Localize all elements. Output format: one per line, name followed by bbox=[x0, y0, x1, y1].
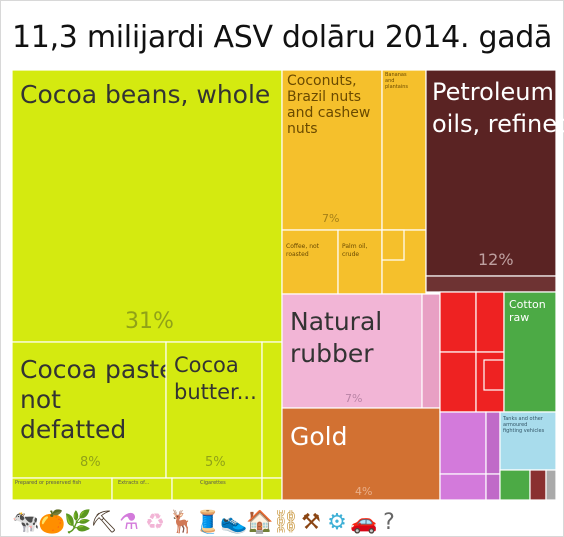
tile-label-palm-oil: Palm oil, crude bbox=[342, 243, 367, 258]
tile-machinery-e bbox=[483, 359, 505, 391]
misc-icon[interactable]: ? bbox=[383, 509, 395, 535]
tile-cocoa-paste bbox=[11, 341, 167, 479]
transport-icon[interactable]: ⚙ bbox=[327, 509, 347, 535]
footwear-icon[interactable]: 👟 bbox=[220, 509, 248, 535]
tile-label-cocoa-paste: Cocoa paste not defatted bbox=[20, 355, 174, 444]
tile-gold bbox=[281, 407, 441, 501]
tile-cocoa-small-b bbox=[261, 477, 283, 501]
mineral-icon[interactable]: ⛏ bbox=[90, 509, 118, 535]
tile-label-coffee: Coffee, not roasted bbox=[286, 243, 320, 258]
metal-icon[interactable]: ⛓ bbox=[272, 509, 300, 535]
tile-palm-oil bbox=[337, 229, 383, 295]
fruit-icon[interactable]: 🍊 bbox=[38, 509, 66, 535]
tile-chemicals-d bbox=[485, 473, 501, 501]
tile-label-natural-rubber: Natural rubber bbox=[290, 307, 382, 368]
tile-value-coconuts: 7% bbox=[322, 212, 339, 225]
machinery-icon[interactable]: ⚒ bbox=[301, 509, 321, 535]
tile-value-cocoa-beans: 31% bbox=[125, 309, 174, 334]
chart-title: 11,3 milijardi ASV dolāru 2014. gadā bbox=[12, 20, 553, 55]
tile-cocoa-small-a bbox=[261, 341, 283, 479]
chemical-icon[interactable]: ⚗ bbox=[119, 509, 139, 535]
tile-bananas bbox=[381, 69, 427, 231]
tile-value-petroleum: 12% bbox=[478, 250, 514, 269]
animal-icon[interactable]: 🐄 bbox=[12, 509, 40, 535]
tile-label-extracts: Extracts of... bbox=[118, 480, 150, 486]
tile-cotton-raw bbox=[503, 291, 557, 413]
tile-value-gold: 4% bbox=[355, 485, 372, 498]
tile-coconuts bbox=[281, 69, 383, 231]
tile-value-cocoa-butter: 5% bbox=[205, 455, 226, 470]
plant-icon[interactable]: 🌿 bbox=[64, 509, 92, 535]
tile-label-prepared-fish: Prepared or preserved fish bbox=[15, 480, 81, 486]
tile-green-small bbox=[499, 469, 531, 501]
tile-label-cocoa-butter: Cocoa butter... bbox=[174, 353, 257, 404]
tile-label-cotton-raw: Cotton raw bbox=[509, 298, 546, 324]
tile-veg-small-b bbox=[381, 229, 405, 261]
tile-chemicals-c bbox=[439, 473, 487, 501]
tile-label-coconuts: Coconuts, Brazil nuts and cashew nuts bbox=[287, 73, 370, 137]
tile-petroleum bbox=[425, 69, 557, 277]
unknown-icon[interactable]: 🚗 bbox=[350, 509, 378, 535]
tile-grey-small bbox=[545, 469, 557, 501]
plastic-icon[interactable]: ♻ bbox=[145, 509, 165, 535]
tile-label-gold: Gold bbox=[290, 422, 347, 451]
tile-label-cigarettes: Cigarettes bbox=[200, 480, 226, 486]
tile-chemicals-b bbox=[485, 411, 501, 475]
tile-label-bananas: Bananas and plantains bbox=[385, 72, 408, 90]
animal-hide-icon[interactable]: 🦌 bbox=[168, 509, 196, 535]
tile-brown-small bbox=[529, 469, 547, 501]
tile-tanks bbox=[499, 411, 557, 471]
category-icon-bar: 🐄 🍊 🌿 ⛏ ⚗ ♻ 🦌 🧵 👟 🏠 ⛓ ⚒ ⚙ 🚗? bbox=[12, 508, 558, 537]
tile-rubber-small bbox=[421, 293, 441, 409]
tile-natural-rubber bbox=[281, 293, 423, 409]
tile-cocoa-beans bbox=[11, 69, 283, 343]
tile-petroleum-small bbox=[425, 275, 557, 293]
tile-value-cocoa-paste: 8% bbox=[80, 455, 101, 470]
tile-cocoa-butter bbox=[165, 341, 263, 479]
tile-machinery-a bbox=[439, 291, 477, 353]
tile-machinery-c bbox=[439, 351, 477, 413]
tile-chemicals-a bbox=[439, 411, 487, 475]
tile-value-natural-rubber: 7% bbox=[345, 392, 362, 405]
tile-label-cocoa-beans: Cocoa beans, whole bbox=[20, 80, 270, 109]
stone-icon[interactable]: 🏠 bbox=[246, 509, 274, 535]
tile-coffee bbox=[281, 229, 339, 295]
tile-label-petroleum: Petroleum oils, refined bbox=[432, 78, 564, 138]
tile-label-tanks: Tanks and other armoured fighting vehicles bbox=[502, 416, 545, 434]
textile-icon[interactable]: 🧵 bbox=[194, 509, 222, 535]
tile-machinery-b bbox=[475, 291, 505, 353]
